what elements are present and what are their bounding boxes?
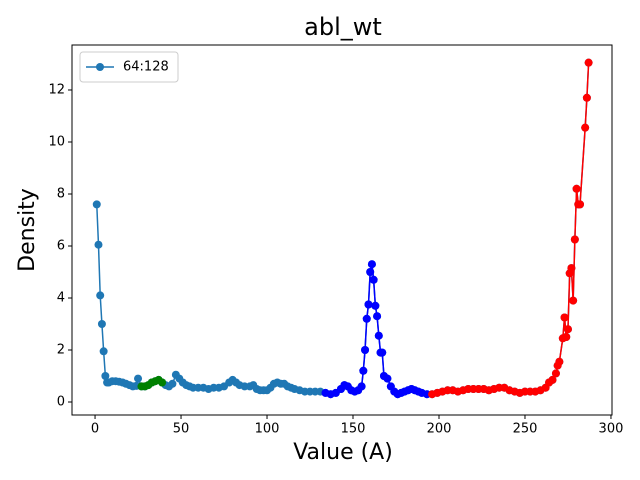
data-point	[371, 301, 380, 310]
data-point	[374, 331, 383, 340]
y-tick-label: 8	[57, 186, 65, 201]
plot-frame	[71, 44, 613, 416]
data-point	[134, 374, 143, 383]
series-line	[325, 264, 428, 396]
x-tick-label: 250	[513, 422, 538, 437]
data-point	[361, 345, 370, 354]
y-axis-label: Density	[15, 188, 40, 272]
data-point	[555, 357, 564, 366]
data-point	[366, 267, 375, 276]
data-point	[563, 325, 572, 334]
data-point	[94, 240, 103, 249]
data-point	[567, 264, 576, 273]
data-point	[97, 319, 106, 328]
data-point	[168, 379, 177, 388]
legend-box	[79, 51, 179, 83]
data-point	[362, 314, 371, 323]
y-tick-label: 10	[48, 134, 65, 149]
data-point	[367, 260, 376, 269]
legend-label: 64:128	[123, 60, 169, 75]
data-point	[369, 275, 378, 284]
y-tick-label: 6	[57, 238, 65, 253]
y-tick-label: 12	[48, 82, 65, 97]
data-point	[576, 200, 585, 209]
data-point	[572, 184, 581, 193]
x-tick-label: 300	[599, 422, 624, 437]
chart-title: abl_wt	[304, 13, 382, 41]
series-line	[96, 62, 590, 396]
data-point	[364, 300, 373, 309]
data-point	[560, 313, 569, 322]
y-tick-label: 4	[57, 290, 65, 305]
x-tick-label: 200	[427, 422, 452, 437]
x-axis-label: Value (A)	[293, 440, 393, 465]
data-point	[101, 371, 110, 380]
data-point	[569, 296, 578, 305]
y-tick-label: 0	[57, 394, 65, 409]
x-tick-label: 100	[255, 422, 280, 437]
data-point	[548, 375, 557, 384]
data-point	[378, 348, 387, 357]
data-point	[96, 291, 105, 300]
data-point	[158, 378, 167, 387]
legend-marker	[96, 63, 104, 71]
data-point	[359, 366, 368, 375]
data-point	[562, 332, 571, 341]
data-point	[582, 93, 591, 102]
y-tick-label: 2	[57, 342, 65, 357]
data-point	[383, 374, 392, 383]
series-line	[431, 62, 590, 395]
data-point	[584, 58, 593, 67]
x-tick-label: 150	[341, 422, 366, 437]
x-tick-label: 0	[91, 422, 99, 437]
data-point	[373, 312, 382, 321]
x-tick-label: 50	[173, 422, 190, 437]
data-point	[570, 235, 579, 244]
data-point	[99, 347, 108, 356]
data-point	[357, 382, 366, 391]
data-point	[92, 200, 101, 209]
data-point	[581, 123, 590, 132]
data-point	[551, 369, 560, 378]
